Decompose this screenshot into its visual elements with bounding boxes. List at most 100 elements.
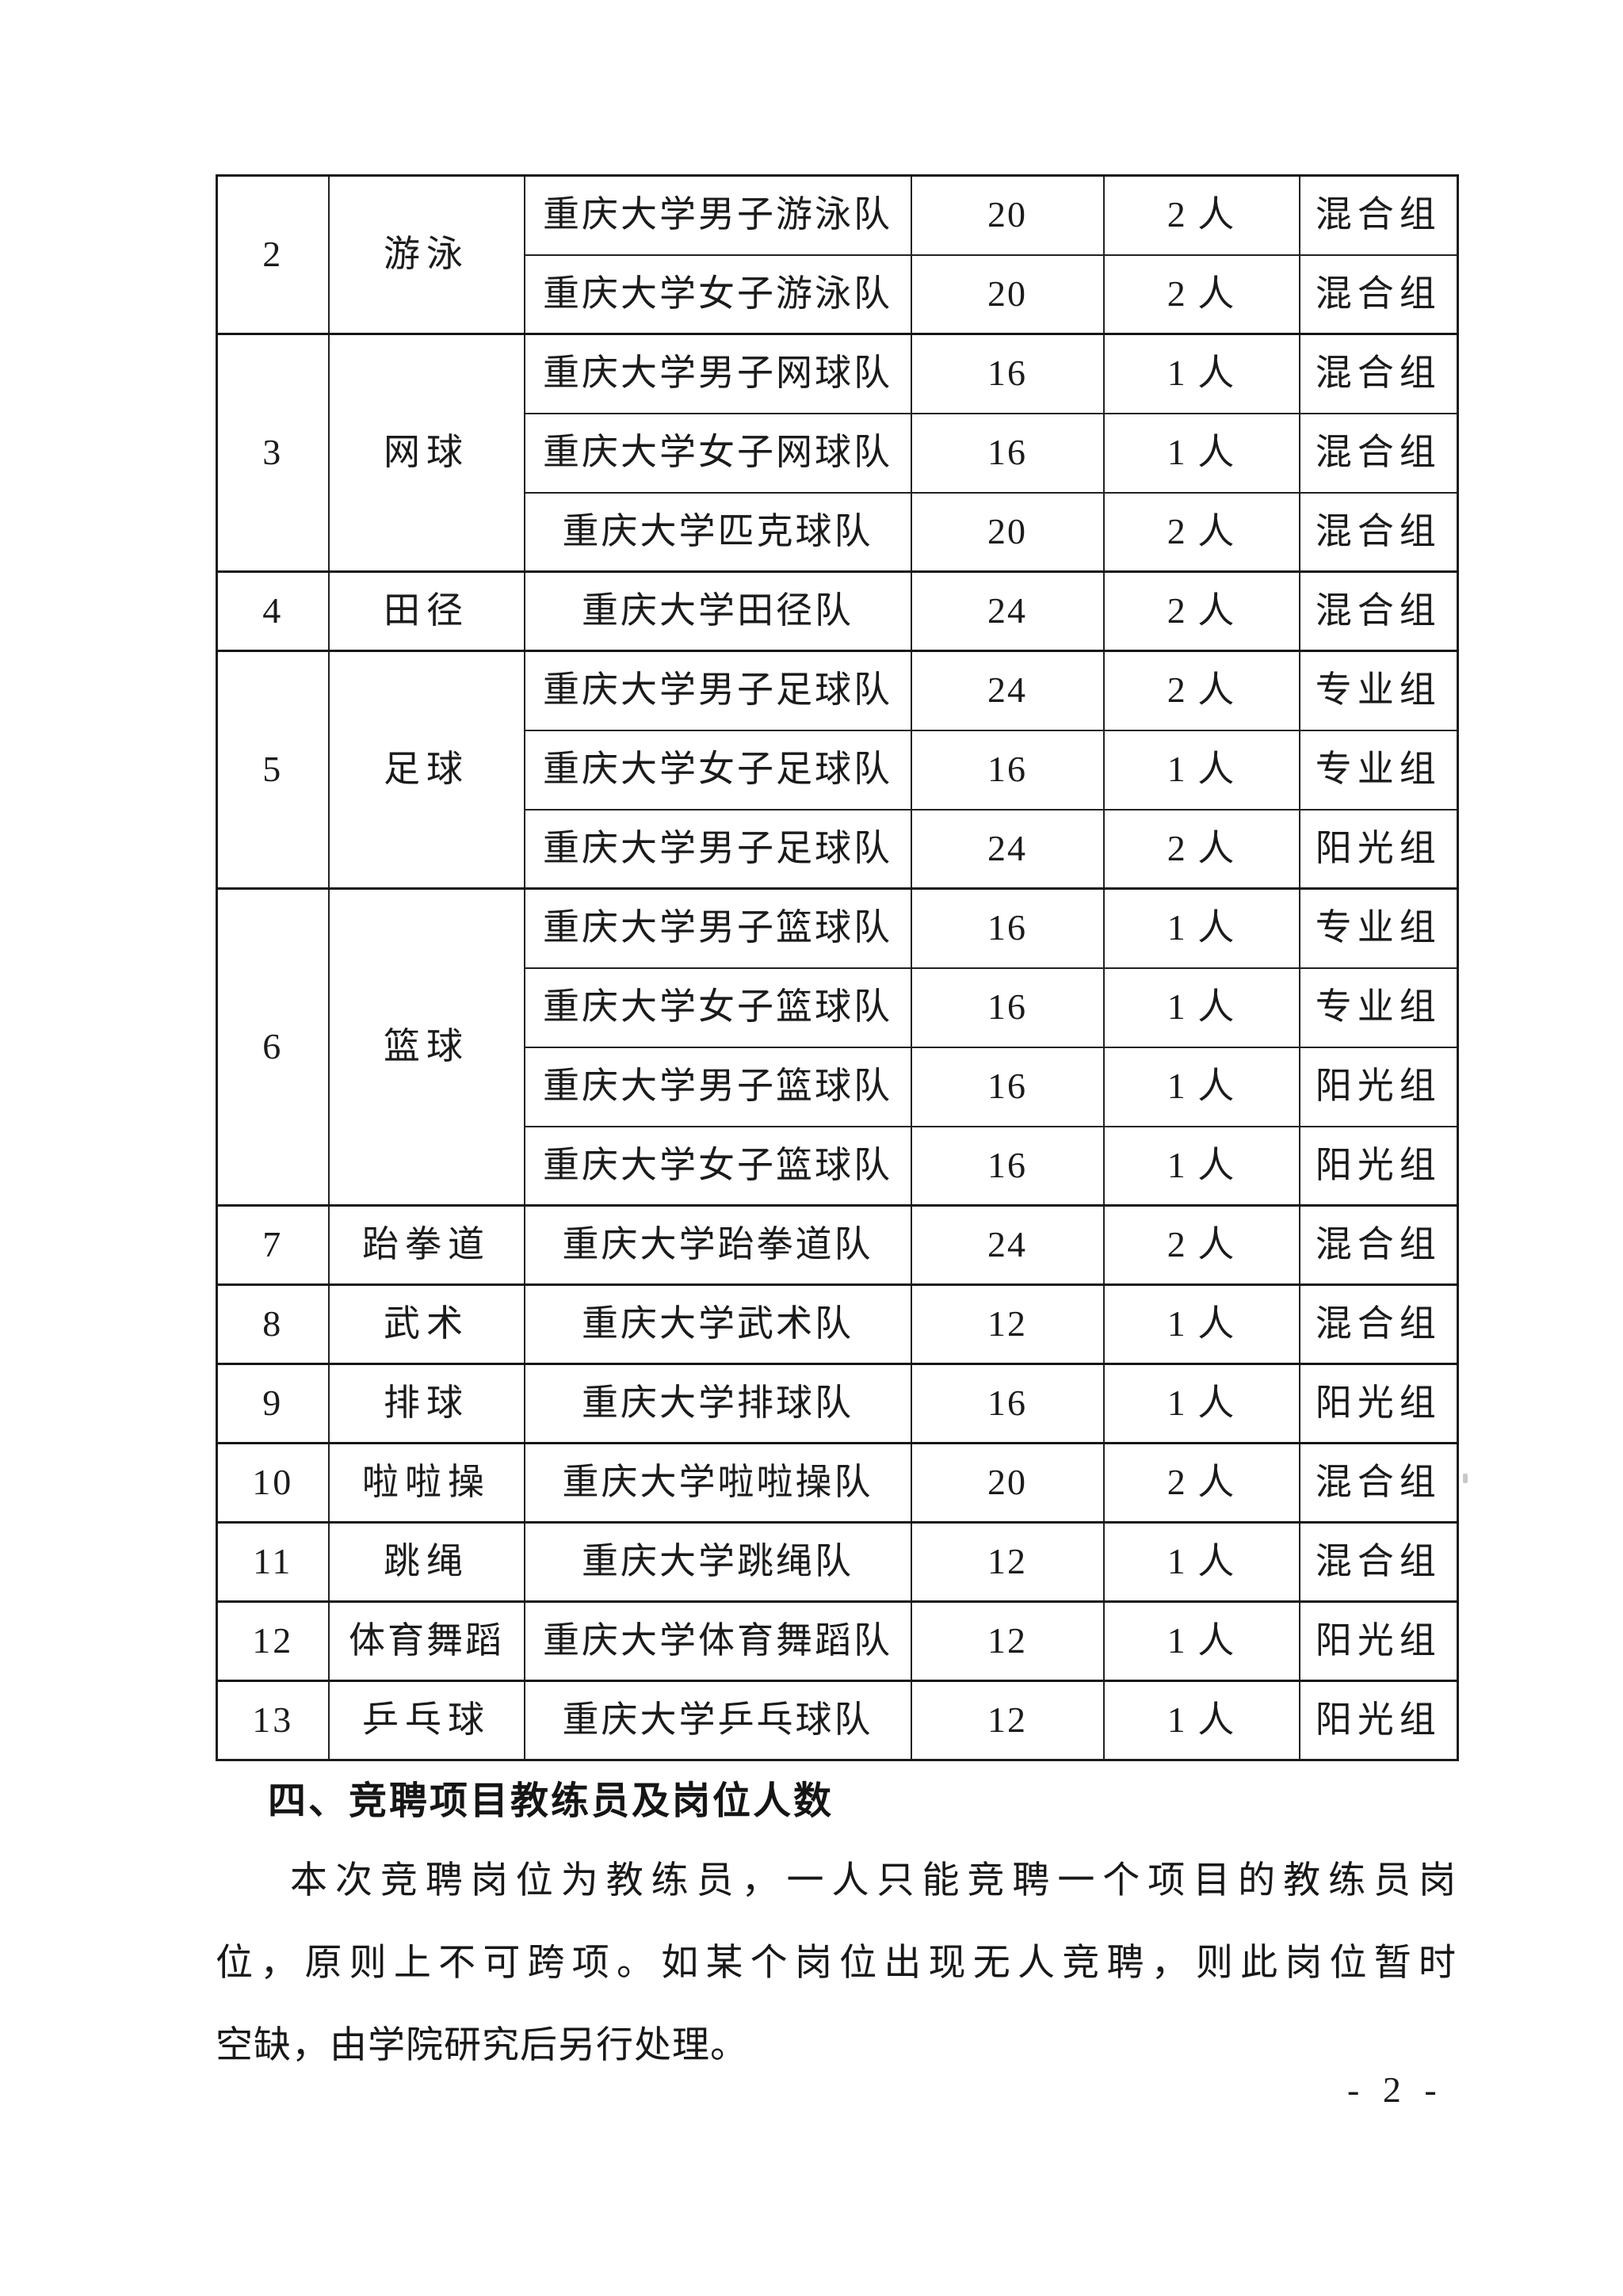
sport-cell: 游泳	[327, 174, 525, 335]
sport-cell: 田径	[327, 570, 525, 652]
sport-cell: 武术	[327, 1283, 525, 1365]
count-cell: 24	[910, 808, 1105, 890]
count-cell: 20	[910, 1442, 1105, 1524]
count-cell: 16	[910, 333, 1105, 414]
team-cell: 重庆大学乒乓球队	[523, 1680, 912, 1761]
posts-cell: 1 人	[1102, 887, 1300, 969]
category-cell: 混合组	[1298, 1442, 1459, 1524]
posts-cell: 2 人	[1102, 174, 1300, 256]
count-cell: 16	[910, 1046, 1105, 1127]
posts-cell: 1 人	[1102, 412, 1300, 494]
sport-cell: 篮球	[327, 887, 525, 1207]
posts-cell: 1 人	[1102, 1046, 1300, 1127]
posts-cell: 2 人	[1102, 1204, 1300, 1286]
table-row: 5 足球 重庆大学男子足球队 24 2 人 专业组	[216, 650, 1459, 890]
section-heading: 四、竞聘项目教练员及岗位人数	[268, 1780, 834, 1822]
team-cell: 重庆大学女子篮球队	[523, 967, 912, 1048]
category-cell: 专业组	[1298, 967, 1459, 1048]
count-cell: 20	[910, 491, 1105, 573]
count-cell: 12	[910, 1680, 1105, 1761]
paragraph-line: 本次竞聘岗位为教练员，一人只能竞聘一个项目的教练员岗	[290, 1860, 1457, 1901]
category-cell: 混合组	[1298, 254, 1459, 335]
sport-cell: 网球	[327, 333, 525, 573]
team-cell: 重庆大学女子游泳队	[523, 254, 912, 335]
seq-cell: 11	[216, 1521, 330, 1603]
posts-cell: 2 人	[1102, 491, 1300, 573]
team-cell: 重庆大学啦啦操队	[523, 1442, 912, 1524]
posts-cell: 1 人	[1102, 1125, 1300, 1207]
category-cell: 混合组	[1298, 1283, 1459, 1365]
posts-cell: 1 人	[1102, 1283, 1300, 1365]
sport-cell: 跳绳	[327, 1521, 525, 1603]
category-cell: 专业组	[1298, 887, 1459, 969]
table-row: 重庆大学女子游泳队 20 2 人 混合组	[217, 254, 1459, 335]
sport-cell: 体育舞蹈	[327, 1600, 525, 1682]
table-row: 2 游泳 重庆大学男子游泳队 20 2 人 混合组	[216, 174, 1459, 335]
team-cell: 重庆大学男子篮球队	[523, 887, 912, 969]
category-cell: 阳光组	[1298, 1600, 1459, 1682]
teams-table: 2 游泳 重庆大学男子游泳队 20 2 人 混合组 重庆大学女子游泳队 20 2…	[216, 174, 1459, 1761]
sport-cell: 乒乓球	[327, 1680, 525, 1761]
team-cell: 重庆大学排球队	[523, 1363, 912, 1444]
table-row: 重庆大学男子足球队 24 2 人 阳光组	[217, 808, 1459, 890]
category-cell: 混合组	[1298, 174, 1459, 256]
category-cell: 混合组	[1298, 491, 1459, 573]
team-cell: 重庆大学男子篮球队	[523, 1046, 912, 1127]
table-row: 10 啦啦操 重庆大学啦啦操队 20 2 人 混合组	[216, 1442, 1459, 1524]
table-row: 重庆大学匹克球队 20 2 人 混合组	[217, 491, 1459, 573]
seq-cell: 12	[216, 1600, 330, 1682]
posts-cell: 1 人	[1102, 1521, 1300, 1603]
table-row: 13 乒乓球 重庆大学乒乓球队 12 1 人 阳光组	[216, 1680, 1459, 1761]
team-cell: 重庆大学武术队	[523, 1283, 912, 1365]
category-cell: 阳光组	[1298, 1363, 1459, 1444]
table-row: 8 武术 重庆大学武术队 12 1 人 混合组	[216, 1283, 1459, 1365]
posts-cell: 2 人	[1102, 808, 1300, 890]
posts-cell: 2 人	[1102, 1442, 1300, 1524]
table-row: 重庆大学女子网球队 16 1 人 混合组	[217, 412, 1459, 494]
table-row: 7 跆拳道 重庆大学跆拳道队 24 2 人 混合组	[216, 1204, 1459, 1286]
posts-cell: 2 人	[1102, 570, 1300, 652]
page-number: - 2 -	[1347, 2069, 1444, 2110]
category-cell: 混合组	[1298, 1521, 1459, 1603]
category-cell: 专业组	[1298, 729, 1459, 810]
table-row: 4 田径 重庆大学田径队 24 2 人 混合组	[216, 570, 1459, 652]
posts-cell: 1 人	[1102, 1600, 1300, 1682]
category-cell: 阳光组	[1298, 1125, 1459, 1207]
count-cell: 24	[910, 1204, 1105, 1286]
team-cell: 重庆大学男子足球队	[523, 808, 912, 890]
category-cell: 专业组	[1298, 650, 1459, 731]
teams-table-wrapper: 2 游泳 重庆大学男子游泳队 20 2 人 混合组 重庆大学女子游泳队 20 2…	[216, 174, 1459, 1761]
count-cell: 16	[910, 887, 1105, 969]
seq-cell: 2	[216, 174, 330, 335]
category-cell: 阳光组	[1298, 1680, 1459, 1761]
team-cell: 重庆大学男子足球队	[523, 650, 912, 731]
category-cell: 阳光组	[1298, 808, 1459, 890]
seq-cell: 10	[216, 1442, 330, 1524]
seq-cell: 9	[216, 1363, 330, 1444]
table-row: 6 篮球 重庆大学男子篮球队 16 1 人 专业组	[216, 887, 1459, 1207]
count-cell: 16	[910, 729, 1105, 810]
category-cell: 混合组	[1298, 333, 1459, 414]
seq-cell: 4	[216, 570, 330, 652]
count-cell: 12	[910, 1283, 1105, 1365]
count-cell: 24	[910, 570, 1105, 652]
table-row: 重庆大学女子篮球队 16 1 人 阳光组	[217, 1125, 1459, 1207]
category-cell: 混合组	[1298, 1204, 1459, 1286]
posts-cell: 1 人	[1102, 729, 1300, 810]
posts-cell: 2 人	[1102, 650, 1300, 731]
table-row: 重庆大学女子篮球队 16 1 人 专业组	[217, 967, 1459, 1048]
sport-cell: 啦啦操	[327, 1442, 525, 1524]
sport-cell: 排球	[327, 1363, 525, 1444]
posts-cell: 1 人	[1102, 333, 1300, 414]
team-cell: 重庆大学跳绳队	[523, 1521, 912, 1603]
seq-cell: 13	[216, 1680, 330, 1761]
table-row: 重庆大学女子足球队 16 1 人 专业组	[217, 729, 1459, 810]
count-cell: 16	[910, 412, 1105, 494]
team-cell: 重庆大学男子游泳队	[523, 174, 912, 256]
table-row: 3 网球 重庆大学男子网球队 16 1 人 混合组	[216, 333, 1459, 573]
table-row: 12 体育舞蹈 重庆大学体育舞蹈队 12 1 人 阳光组	[216, 1600, 1459, 1682]
count-cell: 24	[910, 650, 1105, 731]
team-cell: 重庆大学女子网球队	[523, 412, 912, 494]
table-row: 9 排球 重庆大学排球队 16 1 人 阳光组	[216, 1363, 1459, 1444]
